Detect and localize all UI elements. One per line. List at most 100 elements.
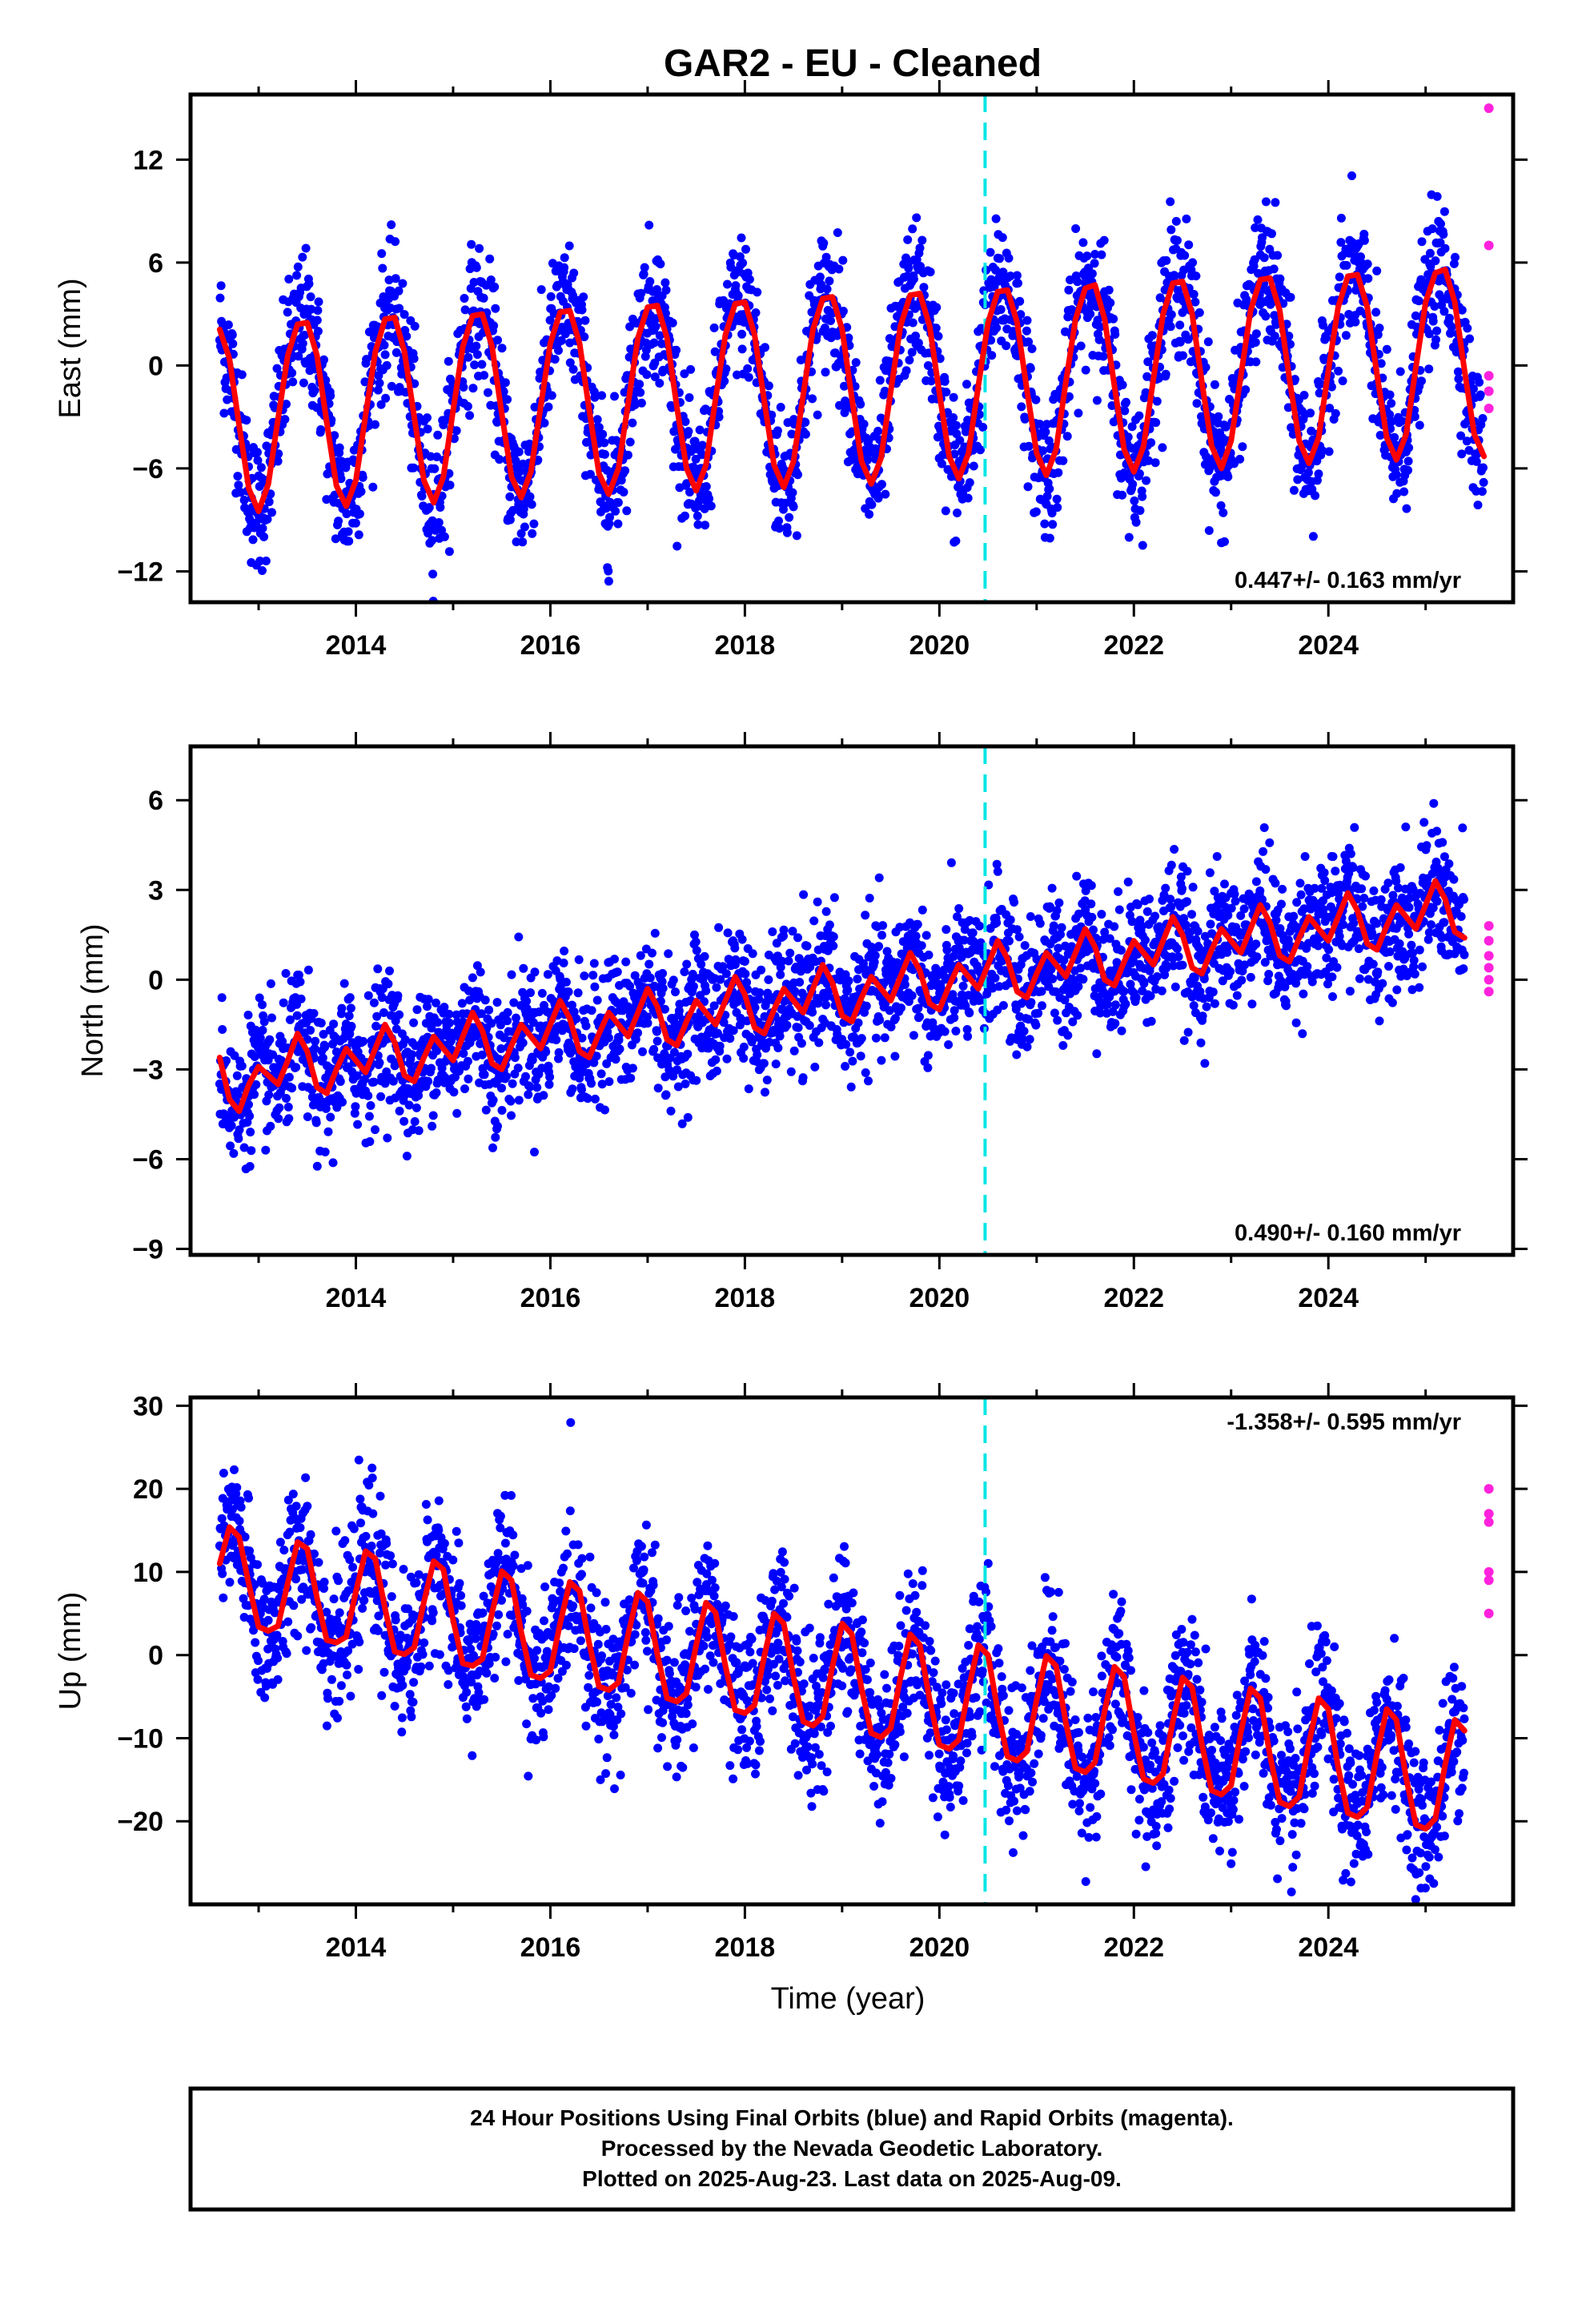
final-orbit-point — [690, 436, 700, 446]
final-orbit-point — [285, 1015, 295, 1024]
final-orbit-point — [782, 1020, 792, 1030]
final-orbit-point — [693, 520, 703, 529]
final-orbit-point — [496, 1044, 506, 1053]
final-orbit-point — [628, 1063, 637, 1073]
final-orbit-point — [228, 339, 238, 348]
final-orbit-point — [1275, 274, 1285, 283]
final-orbit-point — [1090, 250, 1100, 259]
final-orbit-point — [865, 894, 874, 903]
final-orbit-point — [358, 472, 367, 482]
final-orbit-point — [404, 1100, 414, 1110]
final-orbit-point — [535, 1007, 544, 1016]
final-orbit-point — [1391, 470, 1401, 480]
final-orbit-point — [414, 1126, 424, 1136]
final-orbit-point — [737, 233, 746, 243]
final-orbit-point — [568, 1000, 576, 1010]
final-orbit-point — [368, 482, 378, 492]
final-orbit-point — [465, 411, 475, 420]
final-orbit-point — [1022, 1042, 1032, 1051]
final-orbit-point — [793, 933, 802, 943]
final-orbit-point — [369, 1077, 379, 1087]
final-orbit-point — [977, 942, 986, 951]
final-orbit-point — [1415, 420, 1424, 430]
final-orbit-point — [507, 970, 516, 979]
final-orbit-point — [509, 998, 519, 1007]
final-orbit-point — [688, 970, 697, 979]
final-orbit-point — [826, 316, 835, 325]
final-orbit-point — [351, 1102, 360, 1112]
final-orbit-point — [1098, 935, 1108, 944]
final-orbit-point — [1143, 456, 1153, 465]
final-orbit-point — [661, 308, 670, 318]
final-orbit-point — [640, 352, 650, 361]
final-orbit-point — [545, 316, 555, 325]
final-orbit-point — [1002, 341, 1011, 351]
final-orbit-point — [266, 1121, 275, 1131]
final-orbit-point — [1428, 316, 1438, 326]
final-orbit-point — [655, 331, 665, 340]
final-orbit-point — [996, 305, 1006, 314]
final-orbit-point — [793, 470, 802, 480]
x-tick-label: 2024 — [1298, 630, 1359, 661]
final-orbit-point — [319, 1030, 328, 1039]
final-orbit-point — [962, 380, 971, 389]
final-orbit-point — [232, 1071, 242, 1080]
final-orbit-point — [705, 494, 714, 504]
final-orbit-point — [1253, 215, 1263, 224]
final-orbit-point — [1477, 487, 1487, 497]
final-orbit-point — [530, 967, 540, 977]
final-orbit-point — [331, 534, 340, 544]
final-orbit-point — [1058, 456, 1068, 465]
final-orbit-point — [926, 376, 936, 386]
final-orbit-point — [861, 1068, 870, 1077]
final-orbit-point — [796, 356, 805, 364]
final-orbit-point — [490, 282, 500, 292]
final-orbit-point — [1431, 256, 1440, 266]
final-orbit-point — [731, 281, 741, 291]
final-orbit-point — [691, 454, 701, 464]
final-orbit-point — [363, 1091, 373, 1100]
final-orbit-point — [410, 1117, 420, 1126]
final-orbit-point — [223, 395, 232, 404]
final-orbit-point — [1026, 364, 1035, 373]
final-orbit-point — [592, 1051, 601, 1061]
final-orbit-point — [1161, 369, 1170, 379]
final-orbit-point — [430, 464, 440, 473]
final-orbit-point — [564, 987, 573, 996]
final-orbit-point — [1387, 416, 1396, 426]
final-orbit-point — [1338, 376, 1347, 386]
final-orbit-point — [497, 1084, 506, 1093]
final-orbit-point — [671, 444, 680, 454]
final-orbit-point — [314, 297, 323, 307]
final-orbit-point — [1031, 507, 1041, 517]
final-orbit-point — [394, 286, 404, 296]
final-orbit-point — [810, 1062, 820, 1072]
final-orbit-point — [785, 948, 795, 958]
final-orbit-point — [932, 303, 942, 312]
final-orbit-point — [682, 959, 692, 969]
final-orbit-point — [913, 338, 923, 348]
final-orbit-point — [508, 1079, 517, 1088]
final-orbit-point — [923, 1051, 933, 1060]
final-orbit-point — [692, 946, 701, 955]
final-orbit-point — [1170, 271, 1179, 280]
final-orbit-point — [379, 1008, 388, 1017]
final-orbit-point — [1166, 225, 1176, 235]
final-orbit-point — [253, 448, 262, 457]
final-orbit-point — [779, 925, 789, 935]
final-orbit-point — [516, 529, 526, 538]
final-orbit-point — [821, 1000, 830, 1010]
final-orbit-point — [620, 466, 630, 476]
final-orbit-point — [610, 392, 619, 401]
final-orbit-point — [1067, 305, 1077, 315]
final-orbit-point — [731, 955, 741, 964]
final-orbit-point — [1081, 886, 1090, 895]
final-orbit-point — [522, 996, 532, 1006]
final-orbit-point — [470, 360, 480, 370]
final-orbit-point — [1399, 487, 1409, 497]
final-orbit-point — [237, 1061, 247, 1071]
final-orbit-point — [1182, 214, 1191, 223]
final-orbit-point — [1135, 506, 1145, 515]
final-orbit-point — [878, 921, 888, 931]
